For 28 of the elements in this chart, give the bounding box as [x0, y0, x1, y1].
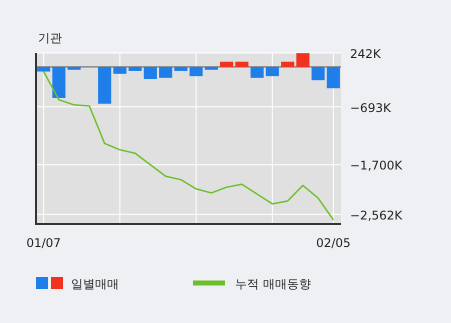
bar: [144, 66, 157, 80]
bar: [281, 62, 294, 67]
bar: [159, 66, 172, 78]
bar: [250, 66, 264, 78]
bar: [52, 66, 66, 98]
bar: [174, 66, 188, 71]
ytick: 242K: [350, 47, 381, 61]
ytick: −2,562K: [350, 208, 402, 222]
bar: [37, 66, 50, 72]
bar: [98, 66, 112, 104]
bar: [312, 66, 325, 80]
ytick: −1,700K: [350, 158, 402, 173]
bar: [296, 53, 310, 67]
bar: [220, 62, 234, 67]
legend-label: 일별매매: [71, 277, 119, 291]
bar: [235, 62, 248, 67]
bar: [326, 66, 340, 88]
title: 기관: [38, 31, 62, 45]
bar: [113, 66, 126, 74]
ytick: −693K: [350, 100, 391, 115]
bar: [190, 66, 203, 76]
legend-label: 누적 매매동향: [235, 277, 311, 291]
bar: [266, 66, 279, 76]
xtick: 01/07: [26, 236, 61, 250]
bar: [128, 66, 142, 71]
bar: [204, 66, 218, 70]
xtick: 02/05: [316, 236, 351, 250]
bar: [68, 66, 81, 70]
